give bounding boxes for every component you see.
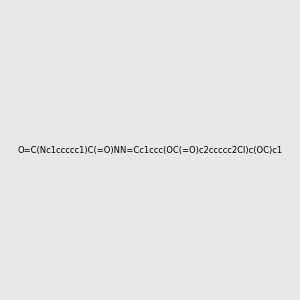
Text: O=C(Nc1ccccc1)C(=O)NN=Cc1ccc(OC(=O)c2ccccc2Cl)c(OC)c1: O=C(Nc1ccccc1)C(=O)NN=Cc1ccc(OC(=O)c2ccc… bbox=[17, 146, 283, 154]
